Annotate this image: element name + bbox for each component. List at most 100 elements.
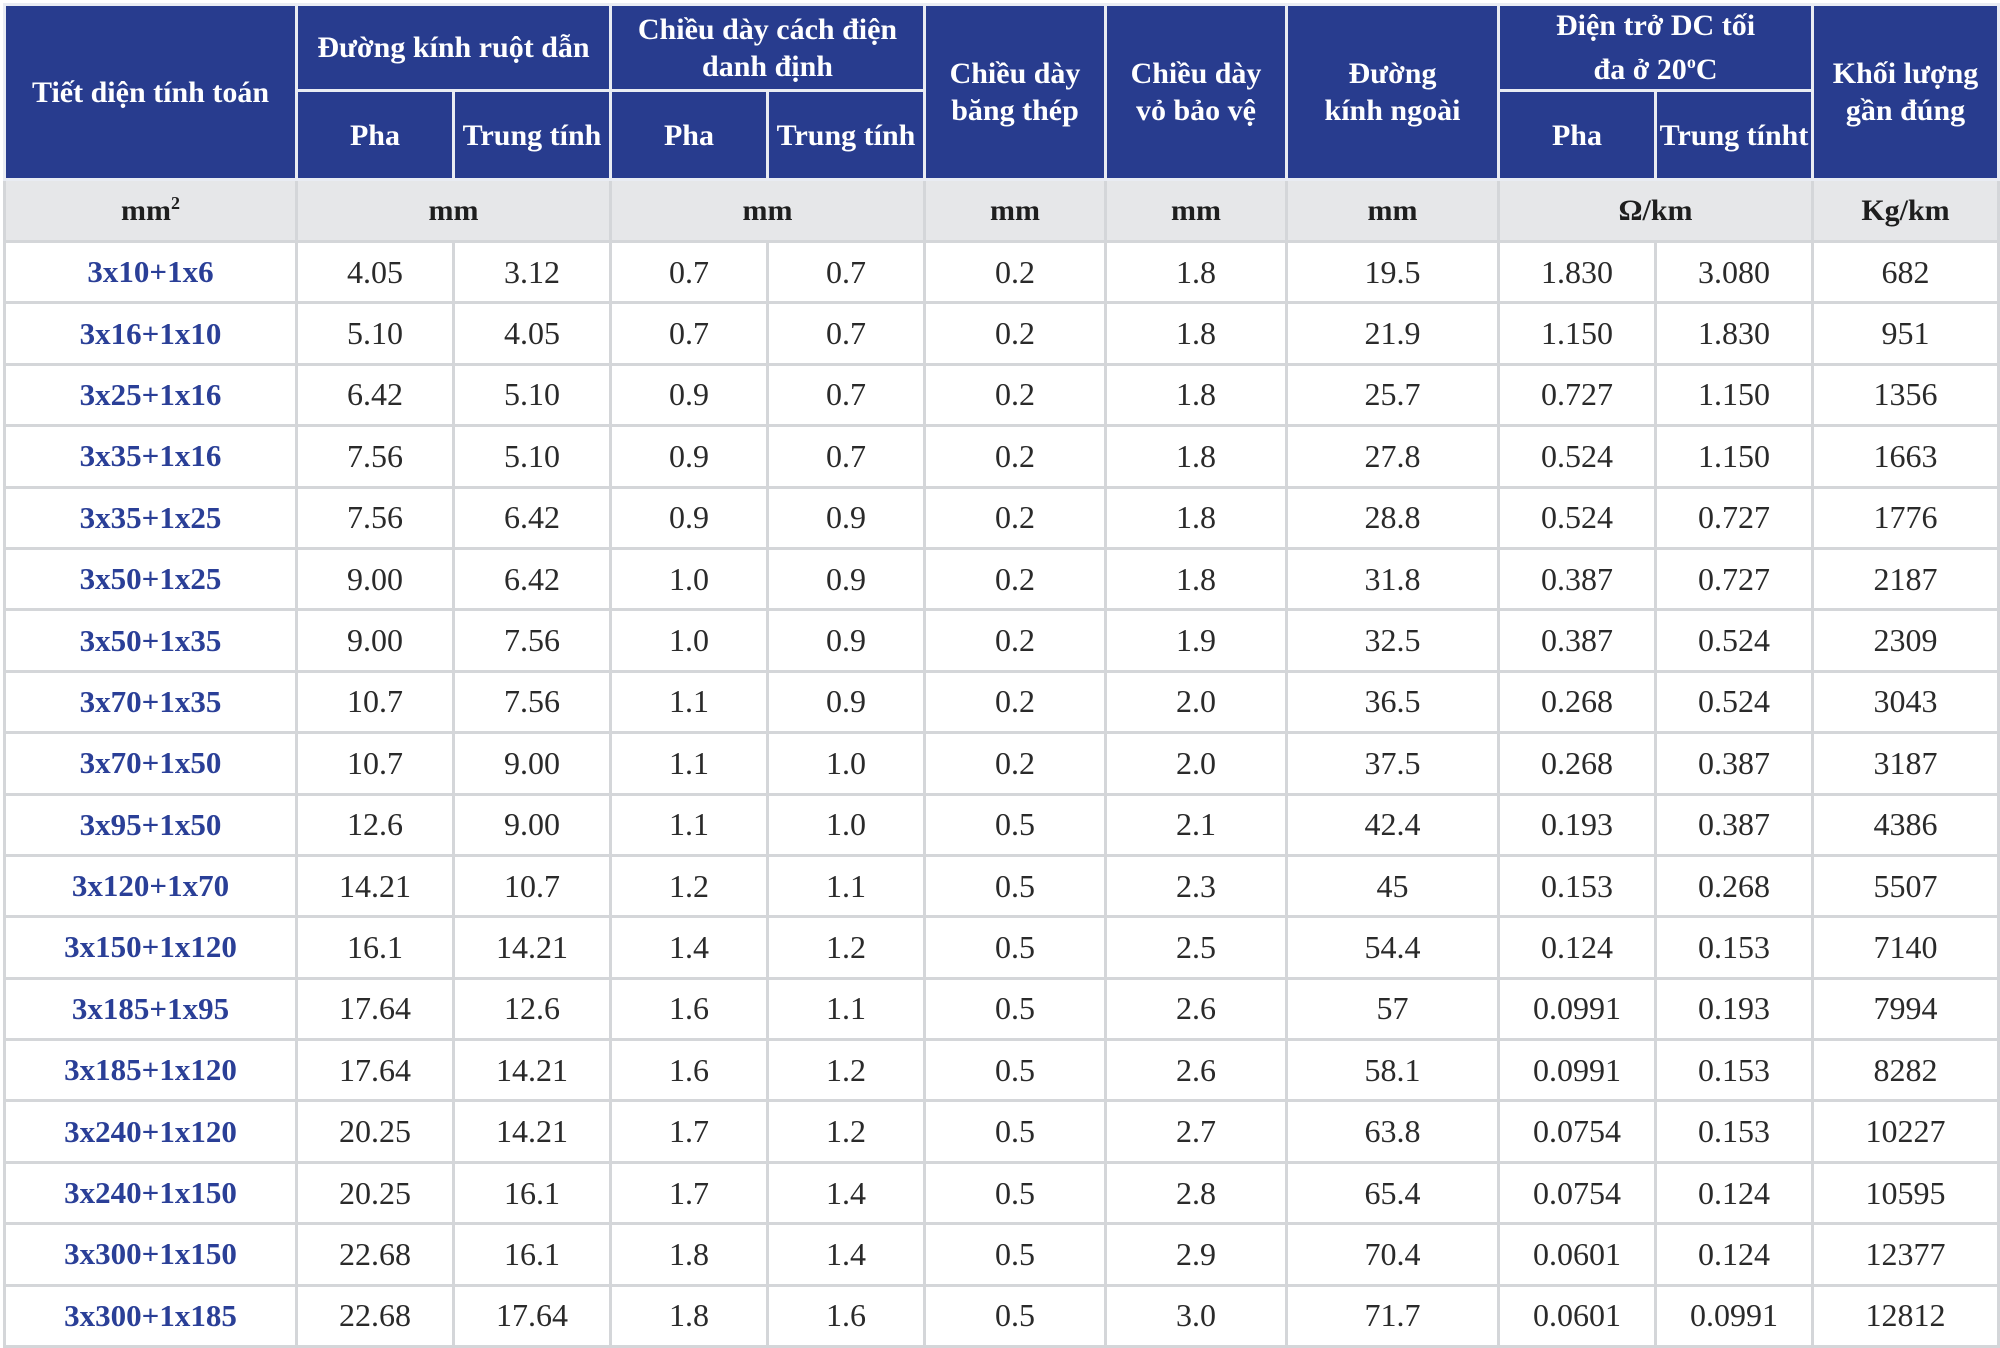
cell-outer-diameter: 27.8 — [1285, 424, 1500, 489]
cell-resistance-phase: 0.0754 — [1497, 1099, 1657, 1164]
table-row: 3x35+1x25 7.56 6.42 0.9 0.9 0.2 1.8 28.8 0.524 0.… — [3, 485, 2000, 550]
cell-conductor-neutral: 7.56 — [452, 669, 612, 735]
header-resistance-phase: Pha — [1497, 89, 1657, 181]
cell-conductor-phase: 16.1 — [295, 915, 455, 980]
cell-steel-tape: 0.2 — [923, 669, 1107, 735]
cell-insulation-phase: 1.6 — [609, 976, 769, 1042]
cell-steel-tape: 0.2 — [923, 239, 1107, 305]
cell-insulation-neutral: 0.7 — [766, 301, 926, 366]
cell-resistance-neutral: 0.124 — [1653, 1160, 1815, 1226]
cell-outer-diameter: 54.4 — [1285, 915, 1500, 980]
unit-outer: mm — [1285, 178, 1500, 243]
header-section: Tiết diện tính toán — [3, 3, 298, 181]
cell-steel-tape: 0.5 — [923, 1222, 1107, 1287]
cell-conductor-neutral: 6.42 — [452, 546, 612, 612]
cell-insulation-neutral: 0.7 — [766, 424, 926, 489]
cell-resistance-neutral: 0.524 — [1653, 608, 1815, 673]
table-row: 3x185+1x120 17.64 14.21 1.6 1.2 0.5 2.6 58.1 0.0… — [3, 1038, 2000, 1103]
cell-section: 3x50+1x35 — [3, 608, 298, 673]
cell-sheath: 1.8 — [1104, 424, 1288, 489]
table-row: 3x150+1x120 16.1 14.21 1.4 1.2 0.5 2.5 54.4 0.12… — [3, 915, 2000, 980]
cell-steel-tape: 0.2 — [923, 731, 1107, 796]
cell-resistance-phase: 1.830 — [1497, 239, 1657, 305]
cell-sheath: 1.8 — [1104, 301, 1288, 366]
cell-insulation-phase: 1.0 — [609, 608, 769, 673]
header-row-sub: Pha Trung tính Pha Trung tính Pha Trung … — [5, 89, 1999, 181]
cell-conductor-neutral: 4.05 — [452, 301, 612, 366]
cell-steel-tape: 0.5 — [923, 976, 1107, 1042]
cell-section: 3x300+1x185 — [3, 1283, 298, 1348]
cell-sheath: 2.6 — [1104, 976, 1288, 1042]
cell-weight: 12377 — [1811, 1222, 2000, 1287]
cell-conductor-neutral: 17.64 — [452, 1283, 612, 1348]
cell-steel-tape: 0.2 — [923, 424, 1107, 489]
table-row: 3x70+1x35 10.7 7.56 1.1 0.9 0.2 2.0 36.5 0.268 0.… — [3, 669, 2000, 735]
cell-sheath: 2.5 — [1104, 915, 1288, 980]
cell-insulation-phase: 1.4 — [609, 915, 769, 980]
cell-conductor-neutral: 7.56 — [452, 608, 612, 673]
cell-sheath: 2.7 — [1104, 1099, 1288, 1164]
cell-insulation-phase: 1.8 — [609, 1222, 769, 1287]
cell-outer-diameter: 31.8 — [1285, 546, 1500, 612]
cell-insulation-phase: 0.9 — [609, 424, 769, 489]
cell-weight: 3043 — [1811, 669, 2000, 735]
cell-outer-diameter: 25.7 — [1285, 362, 1500, 428]
cell-insulation-phase: 1.0 — [609, 546, 769, 612]
cell-sheath: 2.8 — [1104, 1160, 1288, 1226]
cell-steel-tape: 0.2 — [923, 301, 1107, 366]
cell-sheath: 2.1 — [1104, 792, 1288, 857]
cell-insulation-neutral: 1.4 — [766, 1160, 926, 1226]
cell-conductor-phase: 20.25 — [295, 1160, 455, 1226]
cell-section: 3x35+1x25 — [3, 485, 298, 550]
cell-insulation-neutral: 1.2 — [766, 1099, 926, 1164]
header-conductor-diameter: Đường kính ruột dẫn — [295, 3, 612, 92]
header-dc-resistance-text: Điện trở DC tối đa ở 20 — [1555, 9, 1756, 86]
cell-sheath: 3.0 — [1104, 1283, 1288, 1348]
cell-conductor-neutral: 16.1 — [452, 1160, 612, 1226]
cell-section: 3x150+1x120 — [3, 915, 298, 980]
unit-weight: Kg/km — [1811, 178, 2000, 243]
cell-outer-diameter: 70.4 — [1285, 1222, 1500, 1287]
cell-resistance-phase: 0.153 — [1497, 853, 1657, 919]
cell-outer-diameter: 28.8 — [1285, 485, 1500, 550]
cell-insulation-phase: 0.7 — [609, 301, 769, 366]
cell-conductor-phase: 4.05 — [295, 239, 455, 305]
cell-weight: 2309 — [1811, 608, 2000, 673]
header-resistance-neutral: Trung tínht — [1653, 89, 1815, 181]
cell-resistance-phase: 0.727 — [1497, 362, 1657, 428]
cell-weight: 1356 — [1811, 362, 2000, 428]
cell-conductor-phase: 20.25 — [295, 1099, 455, 1164]
cell-resistance-neutral: 1.150 — [1653, 424, 1815, 489]
cell-outer-diameter: 57 — [1285, 976, 1500, 1042]
unit-sheath: mm — [1104, 178, 1288, 243]
cell-resistance-phase: 0.0601 — [1497, 1222, 1657, 1287]
cell-resistance-neutral: 0.268 — [1653, 853, 1815, 919]
cell-sheath: 2.0 — [1104, 731, 1288, 796]
cell-insulation-phase: 1.7 — [609, 1160, 769, 1226]
cell-sheath: 1.8 — [1104, 362, 1288, 428]
cell-weight: 2187 — [1811, 546, 2000, 612]
cell-section: 3x185+1x95 — [3, 976, 298, 1042]
cell-resistance-phase: 0.193 — [1497, 792, 1657, 857]
cell-conductor-phase: 6.42 — [295, 362, 455, 428]
cell-weight: 12812 — [1811, 1283, 2000, 1348]
cell-weight: 951 — [1811, 301, 2000, 366]
cell-insulation-neutral: 0.9 — [766, 485, 926, 550]
table-row: 3x70+1x50 10.7 9.00 1.1 1.0 0.2 2.0 37.5 0.268 0.… — [3, 731, 2000, 796]
cell-steel-tape: 0.5 — [923, 1160, 1107, 1226]
cell-conductor-neutral: 9.00 — [452, 792, 612, 857]
cell-sheath: 1.8 — [1104, 239, 1288, 305]
cell-steel-tape: 0.5 — [923, 1099, 1107, 1164]
cell-conductor-neutral: 14.21 — [452, 915, 612, 980]
cell-resistance-phase: 0.524 — [1497, 424, 1657, 489]
cell-section: 3x95+1x50 — [3, 792, 298, 857]
cell-outer-diameter: 63.8 — [1285, 1099, 1500, 1164]
cell-sheath: 1.9 — [1104, 608, 1288, 673]
cell-resistance-neutral: 0.0991 — [1653, 1283, 1815, 1348]
cell-conductor-neutral: 5.10 — [452, 424, 612, 489]
cell-resistance-phase: 0.387 — [1497, 608, 1657, 673]
cell-sheath: 2.9 — [1104, 1222, 1288, 1287]
header-row-top: Tiết diện tính toán Đường kính ruột dẫn … — [3, 3, 2000, 181]
table-row: 3x120+1x70 14.21 10.7 1.2 1.1 0.5 2.3 45 0.153 0.… — [3, 853, 2000, 919]
cell-conductor-phase: 22.68 — [295, 1222, 455, 1287]
